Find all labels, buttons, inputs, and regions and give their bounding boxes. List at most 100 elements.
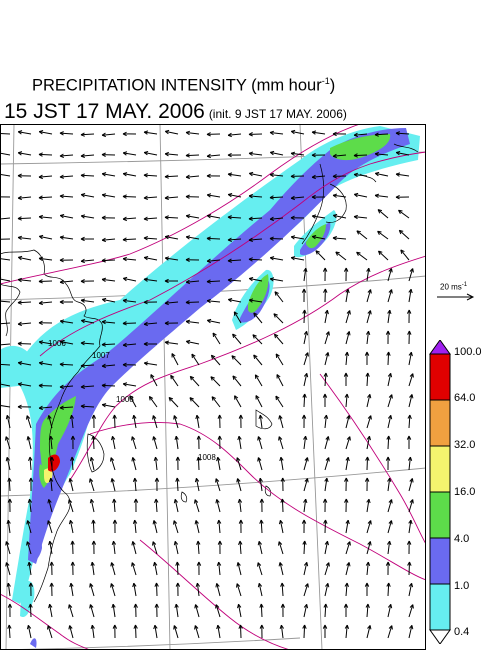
wind-arrow [303, 352, 309, 366]
wind-arrow-head [68, 604, 73, 608]
wind-arrow-head [173, 625, 178, 629]
wind-arrow-head [17, 175, 22, 178]
wind-arrow [387, 289, 393, 303]
wind-arrow [291, 236, 305, 240]
wind-arrow-head [148, 396, 151, 401]
wind-arrow [102, 133, 116, 136]
wind-arrow-head [219, 540, 223, 545]
wind-arrow-head [261, 498, 265, 503]
wind-arrow-head [102, 297, 107, 300]
wind-arrow-head [240, 414, 244, 419]
wind-arrow-head [38, 257, 43, 262]
wind-arrow [186, 340, 200, 345]
wind-arrow [303, 499, 307, 513]
wind-arrow-head [5, 436, 10, 440]
wind-arrow [153, 436, 158, 450]
wind-arrow-head [238, 414, 242, 419]
wind-arrow [29, 456, 32, 471]
wind-arrow [196, 583, 200, 597]
wind-arrow-head [368, 330, 371, 336]
wind-arrow [80, 154, 95, 157]
wind-arrow-head [80, 215, 85, 219]
wind-arrow [69, 478, 74, 492]
wind-arrow-head [305, 435, 308, 441]
wind-arrow [194, 625, 200, 639]
wind-arrow-head [101, 344, 106, 347]
wind-arrow-head [80, 320, 85, 324]
wind-arrow-head [174, 498, 178, 503]
wind-arrow-head [409, 499, 414, 503]
wind-arrow-head [322, 498, 326, 503]
wind-arrow [207, 300, 221, 303]
wind-arrow-head [143, 277, 149, 280]
wind-arrow-head [248, 258, 253, 262]
wind-arrow-head [81, 214, 86, 217]
wind-arrow-head [303, 288, 307, 293]
wind-arrow-head [101, 260, 106, 263]
wind-arrow-head [374, 173, 379, 177]
wind-arrow-head [206, 281, 211, 284]
wind-arrow-head [257, 583, 260, 588]
wind-arrow-head [258, 457, 262, 461]
wind-arrow-head [175, 561, 178, 566]
wind-arrow [312, 131, 326, 135]
wind-arrow-head [27, 436, 31, 440]
wind-arrow-head [395, 194, 400, 198]
wind-arrow-head [312, 235, 317, 237]
wind-arrow-head [311, 176, 316, 180]
wind-arrow-head [248, 299, 253, 303]
wind-arrow-head [343, 267, 347, 272]
wind-arrow-head [253, 312, 256, 317]
wind-arrow [324, 415, 327, 429]
wind-arrow [195, 520, 200, 534]
wind-arrow [186, 236, 200, 240]
wind-arrow-head [143, 237, 148, 241]
wind-arrow [239, 540, 242, 555]
wind-arrow-head [278, 415, 281, 420]
wind-arrow-head [47, 520, 52, 524]
wind-arrow-head [356, 251, 361, 254]
wind-arrow-head [303, 267, 307, 272]
wind-arrow-head [346, 393, 349, 398]
wind-arrow-head [102, 193, 107, 196]
wind-arrow-head [111, 540, 114, 546]
wind-arrow-head [274, 333, 279, 337]
wind-arrow-head [248, 237, 253, 241]
wind-arrow-head [227, 258, 232, 262]
wind-arrow-head [164, 197, 169, 200]
wind-arrow-head [38, 195, 43, 199]
wind-arrow [275, 395, 284, 408]
wind-arrow [303, 540, 306, 555]
wind-arrow [227, 216, 242, 219]
wind-arrow-head [273, 313, 276, 318]
wind-arrow-head [344, 624, 348, 629]
wind-arrow-head [275, 396, 277, 401]
wind-arrow-head [408, 435, 412, 440]
wind-arrow-head [81, 319, 86, 321]
wind-arrow-head [164, 131, 169, 135]
wind-arrow-head [332, 133, 337, 137]
wind-arrow-head [215, 499, 218, 504]
wind-arrow-head [324, 393, 328, 398]
wind-arrow-head [122, 239, 127, 242]
wind-arrow [132, 457, 137, 471]
wind-arrow-head [305, 267, 308, 273]
wind-arrow-head [17, 323, 22, 327]
colorbar-box [429, 353, 451, 401]
wind-arrow [366, 603, 369, 618]
wind-arrow-head [227, 132, 232, 136]
wind-arrow-head [28, 603, 31, 608]
wind-arrow [29, 499, 32, 513]
wind-arrow [129, 395, 137, 408]
wind-arrow-head [27, 520, 31, 524]
wind-arrow-head [237, 562, 241, 566]
wind-arrow-head [377, 209, 381, 214]
wind-arrow-head [356, 230, 361, 233]
wind-arrow [0, 343, 11, 346]
wind-arrow [228, 194, 242, 198]
wind-arrow-head [59, 259, 64, 263]
wind-arrow-head [131, 541, 134, 546]
wind-arrow-head [164, 321, 169, 324]
wind-arrow-head [370, 520, 372, 525]
wind-arrow [144, 278, 158, 282]
